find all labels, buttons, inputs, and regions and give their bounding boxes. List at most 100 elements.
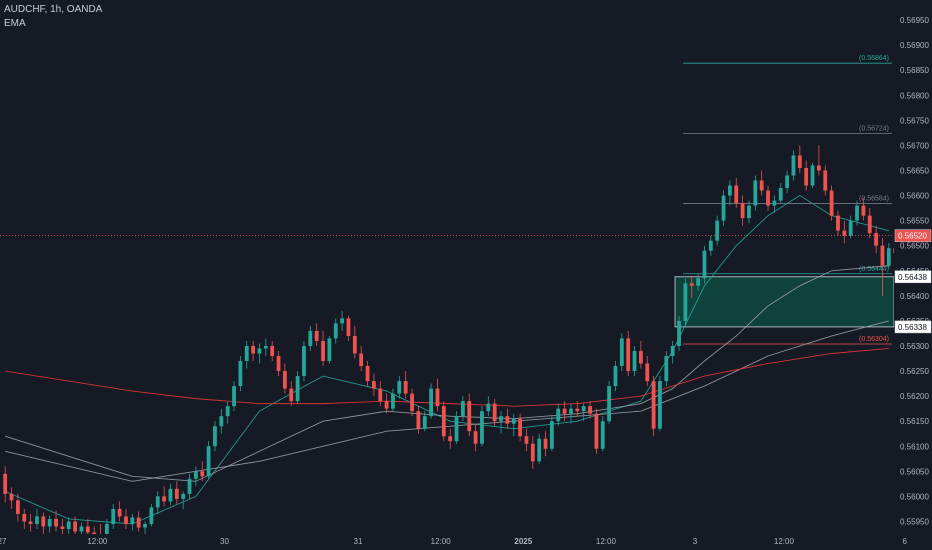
candle — [537, 433, 542, 464]
candle — [333, 318, 338, 344]
candle — [359, 345, 364, 372]
level-label: (0.56584) — [859, 196, 889, 203]
candle-body — [136, 517, 141, 528]
candle — [651, 376, 656, 437]
candle — [168, 483, 173, 506]
candle — [759, 170, 764, 196]
demand-zone — [674, 276, 895, 328]
candle — [22, 508, 27, 529]
candle-body — [124, 516, 128, 524]
candle — [594, 408, 599, 454]
ema-line — [5, 320, 889, 482]
x-tick-label: 27 — [0, 537, 7, 546]
candle — [238, 356, 243, 392]
candle — [162, 486, 167, 507]
candle — [499, 411, 503, 434]
zone-top-tag-bg — [894, 270, 932, 284]
candle — [225, 401, 230, 424]
candle — [365, 361, 370, 387]
candle — [441, 401, 446, 442]
candle — [581, 403, 586, 422]
candle-body — [15, 500, 20, 514]
candle-body — [35, 516, 39, 524]
candle — [600, 416, 605, 452]
candle — [340, 310, 345, 331]
candle-body — [162, 496, 167, 502]
candle-body — [213, 426, 217, 447]
candle — [677, 315, 681, 351]
candle-body — [219, 416, 224, 427]
x-tick-label: 12:00 — [87, 537, 108, 546]
candle — [867, 208, 872, 239]
candle — [85, 518, 90, 537]
candle — [886, 243, 891, 269]
candle — [480, 406, 484, 447]
candle — [511, 413, 516, 437]
candle — [613, 361, 618, 392]
level-label: (0.56304) — [859, 336, 889, 343]
candle — [562, 401, 567, 422]
candle — [410, 388, 414, 417]
candle — [645, 356, 650, 387]
candle — [670, 340, 675, 364]
current-price-tag-bg — [894, 229, 932, 242]
candle-body — [435, 388, 440, 407]
candle-body — [321, 340, 325, 362]
candle-body — [352, 335, 357, 354]
candle-body — [702, 250, 707, 279]
candle — [429, 383, 434, 419]
x-tick-label: 31 — [354, 537, 363, 546]
candle — [384, 393, 389, 414]
candle — [524, 428, 529, 452]
candle — [740, 195, 745, 226]
candle-body — [651, 381, 656, 429]
ema-line — [4, 195, 889, 525]
candle-body — [225, 406, 230, 417]
candle-body — [721, 195, 726, 221]
candle — [874, 225, 879, 254]
candle-body — [766, 190, 770, 206]
candle — [804, 160, 809, 191]
candle — [41, 512, 46, 534]
candle — [149, 503, 154, 527]
candle-body — [73, 521, 78, 532]
y-tick-label: 0.56800 — [900, 91, 929, 100]
candle — [549, 416, 554, 452]
candle — [861, 198, 866, 221]
candle-body — [371, 381, 376, 389]
candle-body — [543, 438, 548, 449]
x-tick-label: 3 — [693, 537, 698, 546]
candle — [251, 340, 256, 362]
candle-body — [327, 338, 332, 362]
candle — [791, 150, 796, 181]
candle — [632, 345, 637, 377]
y-tick-label: 0.56250 — [900, 367, 929, 376]
x-tick-label: 12:00 — [774, 537, 795, 546]
candle-body — [600, 421, 605, 449]
candle-body — [791, 155, 796, 176]
candle-body — [66, 521, 71, 529]
candle-body — [715, 220, 720, 241]
candle — [848, 215, 853, 239]
candle-body — [772, 200, 777, 206]
candle — [346, 315, 351, 341]
candle-body — [397, 381, 402, 394]
candle — [708, 235, 713, 256]
level-label: (0.56724) — [859, 125, 889, 132]
candle — [136, 511, 141, 532]
candle-body — [263, 345, 268, 349]
candle — [696, 273, 701, 291]
candle-body — [753, 180, 758, 206]
candle-body — [530, 443, 535, 462]
candle-body — [282, 371, 287, 389]
candle-body — [79, 526, 84, 532]
candle-body — [111, 508, 116, 524]
candle — [124, 508, 128, 529]
candle-body — [588, 406, 592, 414]
candle — [715, 215, 720, 246]
candle — [35, 508, 39, 529]
candle-body — [473, 431, 478, 444]
candle — [543, 431, 548, 457]
